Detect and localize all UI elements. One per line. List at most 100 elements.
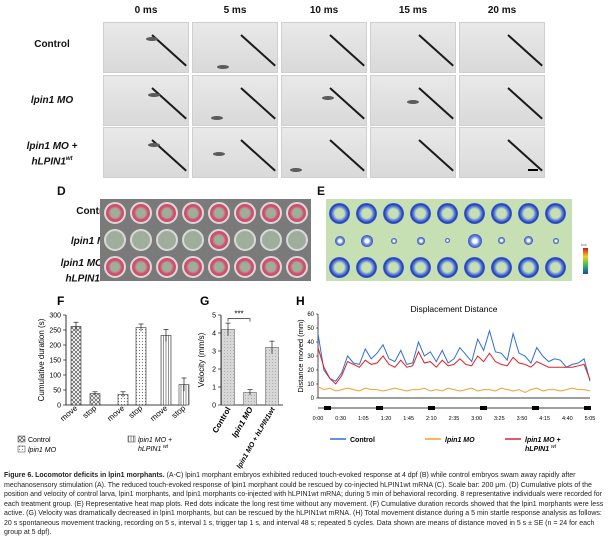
- g-y-tick-label: 1: [212, 385, 216, 392]
- h-y-axis-label: Distance moved (mm): [296, 319, 305, 393]
- h-y-tick-label: 40: [307, 340, 314, 346]
- h-stimulus-block: [532, 406, 539, 410]
- tracking-well: [286, 256, 308, 278]
- heatmap-well: [491, 203, 512, 224]
- f-y-tick-label: 100: [49, 373, 61, 380]
- probe-needle: [507, 34, 543, 67]
- scale-bar: [528, 169, 538, 171]
- h-stimulus-block: [428, 406, 435, 410]
- h-stimulus-block: [584, 406, 591, 410]
- d-row-label-rescue-line1: lpin1 MO +: [60, 258, 112, 269]
- f-category-label: move: [149, 403, 170, 423]
- h-x-tick-label: 3:50: [517, 416, 528, 422]
- g-category-label: lpin1 MO: [230, 405, 255, 439]
- tracking-well: [234, 229, 256, 251]
- tracking-well: [208, 229, 230, 251]
- h-y-tick-label: 30: [307, 354, 314, 360]
- h-x-tick-label: 4:40: [562, 416, 573, 422]
- g-y-tick-label: 2: [212, 367, 216, 374]
- probe-needle: [151, 87, 187, 120]
- tracking-well: [156, 202, 178, 224]
- f-y-tick-label: 250: [49, 328, 61, 335]
- probe-needle: [418, 139, 454, 172]
- g-category-label: Control: [211, 406, 233, 435]
- h-legend-label: lpin1 MO: [445, 437, 475, 444]
- heatmap-well: [329, 203, 350, 224]
- panel-letter-g: G: [200, 294, 209, 308]
- row-label-control: Control: [34, 39, 70, 50]
- row-label-rescue: lpin1 MO + hLPIN1wt: [6, 141, 98, 168]
- heatmap-well: [518, 257, 539, 278]
- heatmap-well: [416, 236, 425, 245]
- video-frame: [459, 22, 545, 73]
- tracking-well: [182, 256, 204, 278]
- time-header-1: 5 ms: [223, 5, 247, 16]
- heatmap-well: [437, 203, 458, 224]
- tracking-well: [104, 229, 126, 251]
- f-legend-label: hLPIN1: [138, 446, 161, 453]
- h-x-tick-label: 1:20: [381, 416, 392, 422]
- f-category-label: stop: [127, 403, 145, 420]
- heatmap-well: [498, 237, 505, 244]
- chart-h-title: Displacement Distance: [411, 304, 498, 314]
- row-label-lpin1-mo: lpin1 MO: [30, 95, 74, 106]
- panel-letter-d: D: [57, 184, 66, 198]
- g-significance-label: ***: [234, 310, 243, 319]
- h-x-tick-label: 0:00: [313, 416, 324, 422]
- d-row-label-control: Control: [76, 206, 112, 217]
- d-row-label-lpin1-mo: lpin1 MO: [70, 236, 114, 247]
- tracking-plate: [100, 199, 311, 281]
- h-x-tick-label: 5:05: [585, 416, 596, 422]
- h-y-tick-label: 10: [307, 382, 314, 388]
- f-legend-label: lpin1 MO: [28, 447, 57, 454]
- probe-needle: [240, 87, 276, 120]
- g-significance-bracket: [227, 318, 251, 322]
- time-header-0: 0 ms: [134, 5, 158, 16]
- heatmap-well: [437, 257, 458, 278]
- heatmap-well: [410, 257, 431, 278]
- tracking-well: [104, 202, 126, 224]
- larva: [148, 93, 160, 97]
- h-series-line: [317, 386, 591, 393]
- tracking-well: [286, 229, 308, 251]
- heatmap-well: [524, 236, 533, 245]
- caption-body: (A-C) lpin1 morphant embryos exhibited r…: [4, 472, 604, 536]
- h-x-tick-label: 3:00: [471, 416, 482, 422]
- heatmap-colorbar: [583, 248, 588, 274]
- heatmap-well: [334, 235, 345, 246]
- probe-needle: [240, 34, 276, 67]
- heatmap-well: [464, 203, 485, 224]
- caption-lead: Figure 6. Locomotor deficits in lpin1 mo…: [4, 472, 165, 479]
- f-legend-swatch: [17, 435, 26, 443]
- h-legend-label: hLPIN1: [525, 446, 549, 453]
- f-bar: [160, 335, 172, 406]
- heatmap-well: [360, 234, 373, 247]
- video-frame: [103, 22, 189, 73]
- heatmap-well: [552, 237, 559, 244]
- f-category-label: stop: [81, 403, 99, 420]
- h-y-tick-label: 60: [307, 312, 314, 318]
- h-y-tick-label: 20: [307, 368, 314, 374]
- probe-needle: [418, 34, 454, 67]
- larva: [407, 100, 419, 104]
- tracking-well: [182, 202, 204, 224]
- larva: [217, 65, 229, 69]
- larva: [290, 168, 302, 172]
- heatmap-plate: [326, 199, 572, 281]
- g-y-tick-label: 4: [212, 331, 216, 338]
- figure-caption: Figure 6. Locomotor deficits in lpin1 mo…: [4, 471, 607, 538]
- f-legend-sup: wt: [163, 444, 169, 450]
- f-y-tick-label: 200: [49, 343, 61, 350]
- g-bar: [221, 329, 235, 406]
- video-frame: [281, 75, 367, 126]
- h-x-tick-label: 1:45: [403, 416, 414, 422]
- heatmap-well: [545, 203, 566, 224]
- f-category-label: move: [59, 403, 80, 423]
- probe-needle: [507, 87, 543, 120]
- heatmap-well: [356, 203, 377, 224]
- row-label-rescue-line2: hLPIN1: [31, 156, 66, 168]
- video-frame: [192, 75, 278, 126]
- h-x-tick-label: 3:25: [494, 416, 505, 422]
